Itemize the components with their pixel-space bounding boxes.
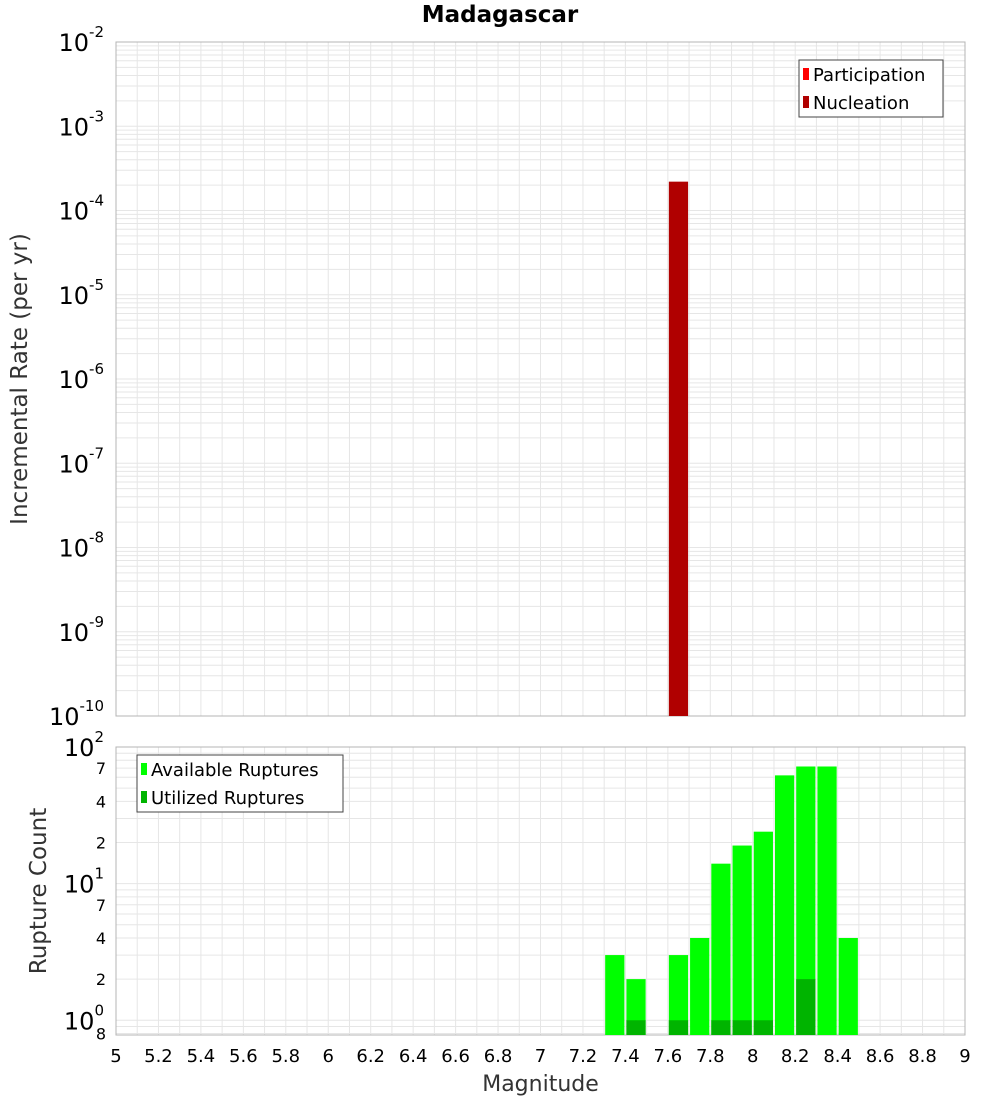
legend-label: Available Ruptures <box>151 760 319 781</box>
bar-available-ruptures <box>817 766 837 1035</box>
y-minor-tick-label: 4 <box>96 792 106 811</box>
rate-legend: Participation Nucleation <box>798 59 944 118</box>
plot-frame <box>115 746 966 1036</box>
bar-available-ruptures <box>605 955 625 1035</box>
x-axis-label: Magnitude <box>482 1072 599 1097</box>
bar-available-ruptures <box>796 766 816 1035</box>
y-tick-label: 100 <box>64 1001 104 1035</box>
y-minor-tick-label: 7 <box>96 896 106 915</box>
count-bars <box>605 766 858 1035</box>
x-tick-label: 5.2 <box>144 1046 173 1067</box>
legend-box <box>798 59 944 118</box>
legend-label: Utilized Ruptures <box>151 788 304 809</box>
y-tick-label: 10-7 <box>58 444 104 478</box>
x-tick-label: 6.6 <box>441 1046 470 1067</box>
y-tick-label: 10-8 <box>58 529 104 563</box>
legend-box <box>136 754 344 813</box>
bar-available-ruptures <box>753 831 773 1035</box>
x-tick-label: 6.8 <box>484 1046 513 1067</box>
y-minor-tick-label: 2 <box>96 833 106 852</box>
bar-utilized-ruptures <box>796 979 816 1035</box>
chart-title: Madagascar <box>421 2 579 28</box>
y-tick-label: 101 <box>64 865 104 899</box>
y-tick-label: 10-2 <box>58 23 104 57</box>
x-tick-label: 7 <box>535 1046 546 1067</box>
plot-frame <box>115 41 966 717</box>
y-minor-tick-label: 7 <box>96 759 106 778</box>
bar-utilized-ruptures <box>732 1020 752 1035</box>
legend-label: Nucleation <box>813 93 909 114</box>
bar-available-ruptures <box>668 955 689 1035</box>
bar-utilized-ruptures <box>626 1020 646 1035</box>
x-tick-label: 7.4 <box>611 1046 640 1067</box>
x-tick-label: 7.6 <box>654 1046 683 1067</box>
count-plot: Rupture Count 100 101 102 8 2 4 7 2 4 7 5 5.2 5.4 5.6 5… <box>26 728 971 1097</box>
y-tick-label: 10-9 <box>58 613 104 647</box>
x-tick-label: 9 <box>959 1046 970 1067</box>
x-tick-label: 6.2 <box>356 1046 385 1067</box>
x-tick-label: 6.4 <box>399 1046 428 1067</box>
legend-swatch <box>141 791 147 803</box>
y-tick-label: 10-5 <box>58 276 104 310</box>
legend-label: Participation <box>813 65 925 86</box>
y-axis-label: Rupture Count <box>26 808 52 974</box>
legend-swatch <box>803 96 809 108</box>
y-tick-label: 10-4 <box>58 192 104 226</box>
bar-nucleation <box>668 181 689 717</box>
x-tick-label: 8.4 <box>823 1046 852 1067</box>
bar-available-ruptures <box>690 937 710 1035</box>
x-tick-label: 5 <box>110 1046 121 1067</box>
bar-utilized-ruptures <box>668 1020 689 1035</box>
x-tick-label: 7.2 <box>569 1046 598 1067</box>
x-tick-label: 5.8 <box>271 1046 300 1067</box>
bar-available-ruptures <box>774 775 795 1035</box>
y-tick-label: 10-3 <box>58 107 104 141</box>
x-tick-label: 8.8 <box>908 1046 937 1067</box>
x-tick-label: 8.2 <box>781 1046 810 1067</box>
bar-utilized-ruptures <box>753 1020 773 1035</box>
rate-plot: Incremental Rate (per yr) 10-10 10-9 10-8 10… <box>7 23 966 731</box>
y-minor-tick-label: 4 <box>96 929 106 948</box>
y-tick-label: 10-10 <box>49 697 104 731</box>
y-minor-tick-label: 2 <box>96 970 106 989</box>
bar-available-ruptures <box>838 937 858 1035</box>
x-tick-label: 6 <box>323 1046 334 1067</box>
legend-swatch <box>803 68 809 80</box>
x-tick-label: 5.6 <box>229 1046 258 1067</box>
bar-available-ruptures <box>732 845 752 1035</box>
y-axis-label: Incremental Rate (per yr) <box>7 233 33 525</box>
x-tick-label: 8.6 <box>866 1046 895 1067</box>
y-tick-label: 10-6 <box>58 360 104 394</box>
count-legend: Available Ruptures Utilized Ruptures <box>136 754 344 813</box>
x-tick-label: 8 <box>747 1046 758 1067</box>
y-tick-label: 102 <box>64 728 104 762</box>
x-tick-label: 7.8 <box>696 1046 725 1067</box>
rate-bars <box>668 181 689 717</box>
y-minor-tick-label: 8 <box>96 1024 106 1043</box>
bar-utilized-ruptures <box>711 1020 731 1035</box>
legend-swatch <box>141 763 147 775</box>
bar-available-ruptures <box>711 863 731 1035</box>
x-tick-label: 5.4 <box>187 1046 216 1067</box>
